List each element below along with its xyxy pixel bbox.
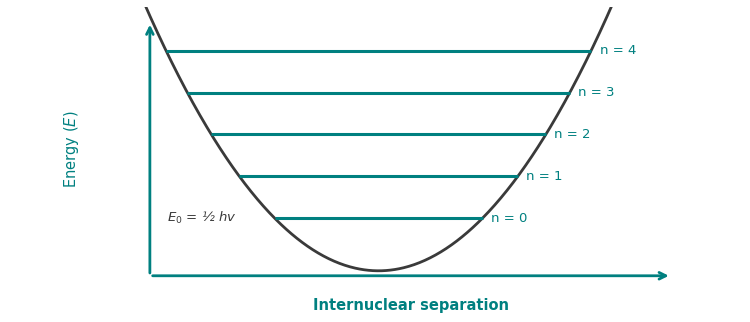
- Text: n = 2: n = 2: [554, 128, 591, 141]
- Text: n = 1: n = 1: [526, 170, 563, 183]
- Text: $E_0$ = ½ $hv$: $E_0$ = ½ $hv$: [167, 210, 237, 226]
- Text: n = 3: n = 3: [578, 86, 615, 99]
- Text: n = 0: n = 0: [491, 212, 527, 224]
- Text: Internuclear separation: Internuclear separation: [313, 298, 509, 313]
- Text: n = 4: n = 4: [600, 44, 636, 57]
- Text: Energy ($E$): Energy ($E$): [62, 110, 81, 187]
